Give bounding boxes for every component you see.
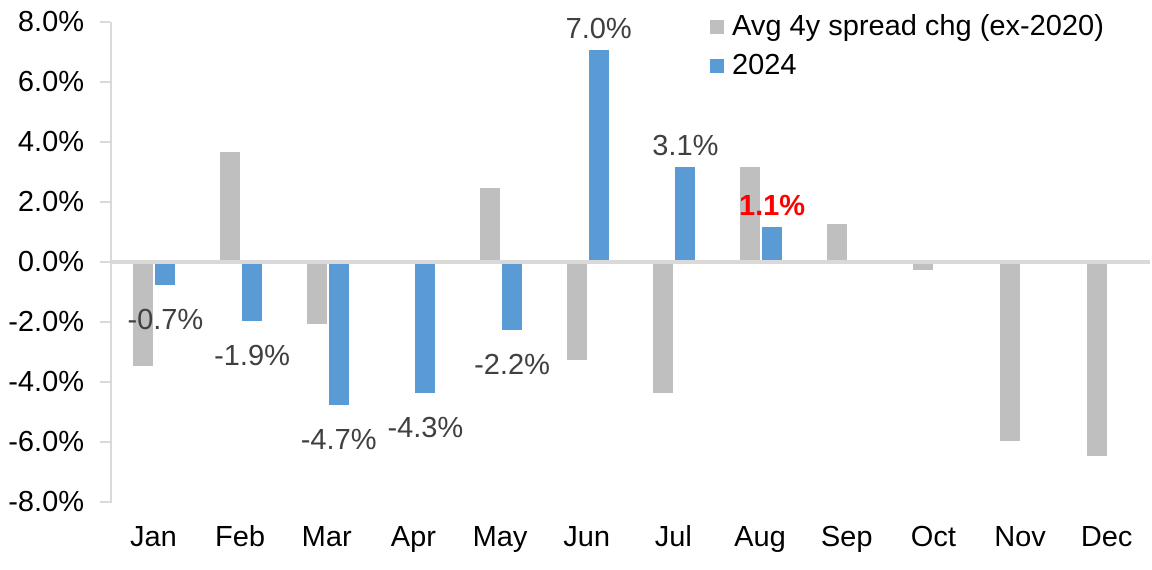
x-axis-label-feb: Feb — [214, 521, 265, 553]
x-axis-zero-line — [110, 260, 1150, 264]
legend-item-2024: 2024 — [710, 49, 1104, 82]
bar-jul-avg — [653, 264, 674, 393]
y-axis-tick-label: 4.0% — [17, 126, 84, 158]
y-axis-tick-mark — [100, 321, 110, 323]
y-axis-tick-mark — [100, 381, 110, 383]
data-label-may: -2.2% — [474, 349, 550, 381]
x-axis-label-dec: Dec — [1080, 521, 1133, 553]
bar-aug-y2024 — [762, 227, 782, 260]
y-axis-tick-label: 6.0% — [17, 66, 84, 98]
data-label-apr: -4.3% — [387, 412, 464, 444]
bar-apr-y2024 — [415, 264, 436, 393]
y-axis-tick-mark — [100, 441, 110, 443]
data-label-jun: 7.0% — [565, 13, 632, 45]
bar-jan-avg — [133, 264, 154, 366]
legend-label-avg-4y-spread: Avg 4y spread chg (ex-2020) — [732, 10, 1104, 42]
data-label-jan: -0.7% — [127, 304, 204, 336]
x-axis-label-may: May — [472, 521, 528, 553]
bar-jun-y2024 — [588, 50, 609, 260]
bar-sep-avg — [826, 224, 847, 260]
bar-jul-y2024 — [675, 167, 696, 260]
bar-may-y2024 — [502, 264, 522, 330]
x-axis-label-sep: Sep — [820, 521, 873, 553]
y-axis-tick-label: 8.0% — [17, 6, 84, 38]
y-axis-tick-mark — [100, 261, 110, 263]
legend: Avg 4y spread chg (ex-2020) 2024 — [710, 10, 1104, 82]
y-axis-tick-label: -6.0% — [8, 426, 84, 458]
x-axis-label-jan: Jan — [129, 521, 177, 553]
x-axis-label-jun: Jun — [563, 521, 611, 553]
y-axis-tick-mark — [100, 201, 110, 203]
bar-jun-avg — [566, 264, 587, 360]
data-label-jul: 3.1% — [652, 130, 719, 162]
y-axis-tick-label: -2.0% — [8, 306, 84, 338]
data-label-feb: -1.9% — [214, 340, 290, 372]
legend-item-avg-4y-spread: Avg 4y spread chg (ex-2020) — [710, 10, 1104, 43]
bar-may-avg — [480, 188, 500, 260]
x-axis-label-jul: Jul — [654, 521, 692, 553]
bar-nov-avg — [1000, 264, 1020, 441]
bar-mar-y2024 — [328, 264, 349, 405]
y-axis-tick-label: 0.0% — [17, 246, 84, 278]
data-label-mar: -4.7% — [300, 424, 377, 456]
x-axis-label-oct: Oct — [910, 521, 956, 553]
x-axis-label-apr: Apr — [390, 521, 436, 553]
bar-jan-y2024 — [155, 264, 176, 285]
y-axis-tick-label: -8.0% — [8, 486, 84, 518]
x-axis-label-aug: Aug — [734, 521, 786, 553]
legend-swatch-gray-icon — [710, 19, 724, 34]
bar-oct-avg — [913, 264, 934, 270]
data-label-aug: 1.1% — [738, 190, 806, 222]
y-axis-tick-label: 2.0% — [17, 186, 84, 218]
legend-label-2024: 2024 — [732, 49, 797, 81]
y-axis-tick-mark — [100, 21, 110, 23]
bar-aug-avg — [740, 167, 760, 260]
y-axis-tick-mark — [100, 81, 110, 83]
y-axis-tick-mark — [100, 141, 110, 143]
y-axis-tick-label: -4.0% — [8, 366, 84, 398]
y-axis-tick-mark — [100, 501, 110, 503]
x-axis-label-mar: Mar — [301, 521, 352, 553]
bar-mar-avg — [306, 264, 327, 324]
bar-feb-y2024 — [242, 264, 262, 321]
bar-dec-avg — [1086, 264, 1107, 456]
legend-swatch-blue-icon — [710, 58, 724, 73]
bar-feb-avg — [220, 152, 240, 260]
x-axis-label-nov: Nov — [994, 521, 1046, 553]
